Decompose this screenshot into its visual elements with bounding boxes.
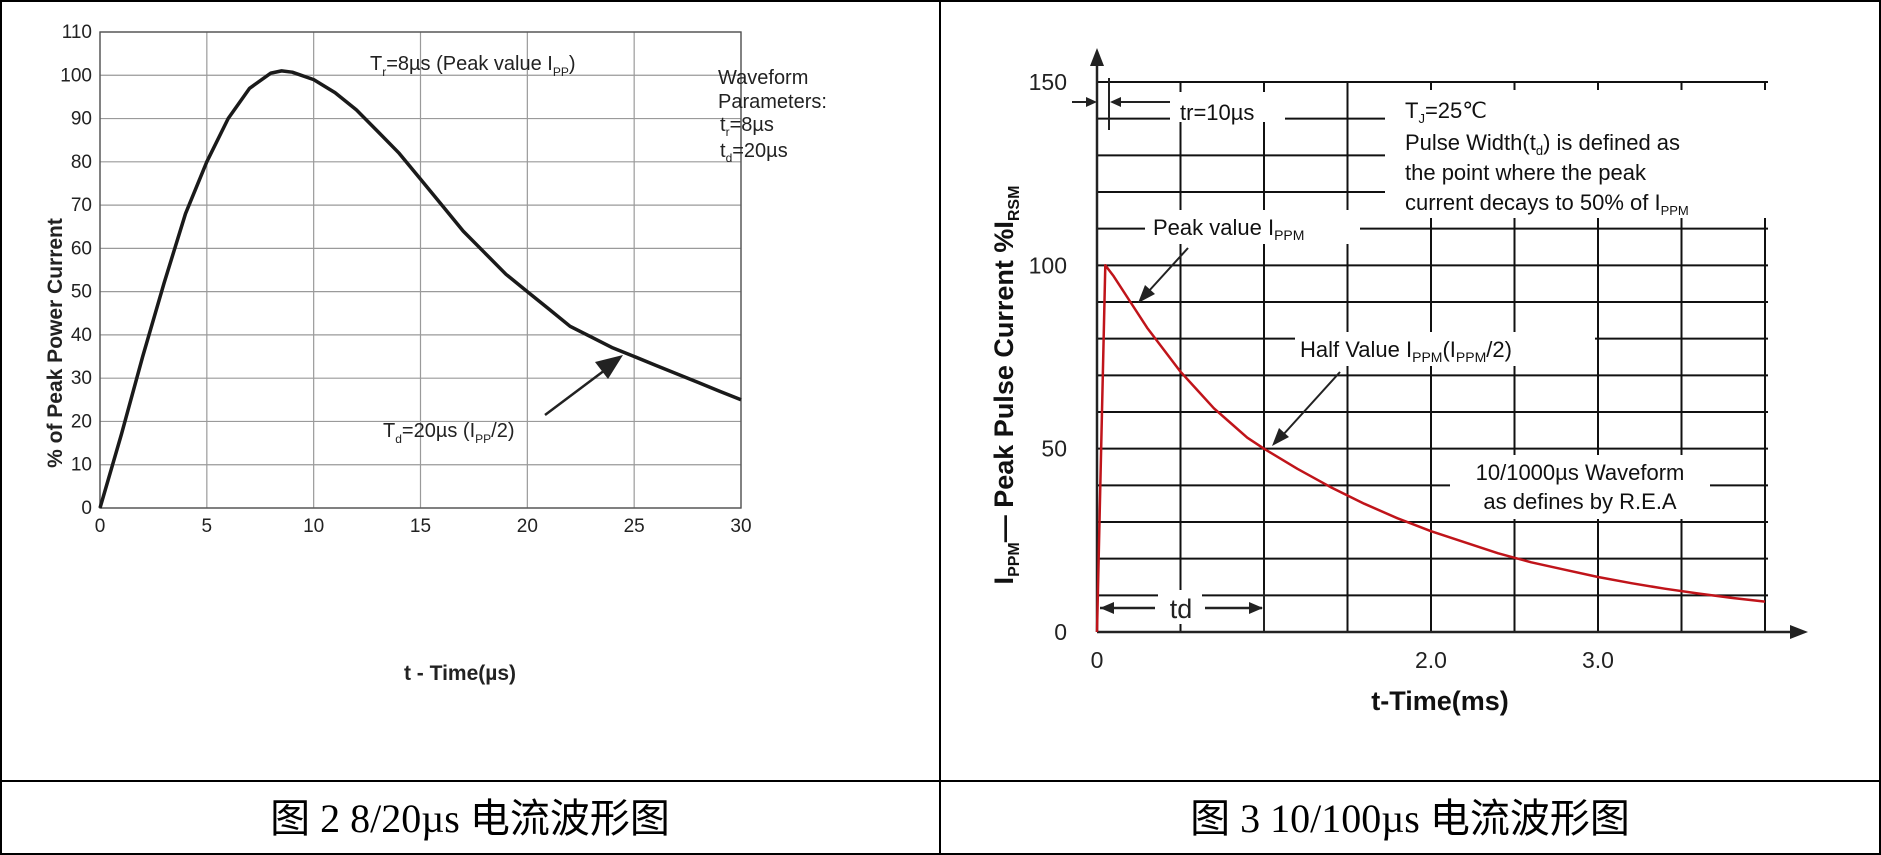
chart2-x-tick-label: 0	[1091, 647, 1104, 673]
chart2-pw-line3: current decays to 50% of IPPM	[1405, 190, 1689, 218]
chart1-y-tick-label: 20	[71, 411, 92, 432]
chart1-params-title-1: Waveform	[718, 67, 808, 89]
chart1-x-tick-label: 5	[202, 516, 213, 537]
chart2-y-axis-label: IPPM— Peak Pulse Current %IRSM	[989, 186, 1023, 585]
chart2-half-bg	[1295, 332, 1595, 366]
chart2-pw-line2: the point where the peak	[1405, 160, 1647, 185]
caption-figure-3: 图 3 10/100µs 电流波形图	[1190, 796, 1630, 841]
chart2-wave-line2: as defines by R.E.A	[1483, 489, 1677, 514]
caption-figure-2: 图 2 8/20µs 电流波形图	[270, 796, 670, 841]
chart2-tj-annotation: TJ=25℃	[1405, 98, 1487, 126]
chart1-x-tick-label: 25	[624, 516, 645, 537]
chart2-half-arrow	[1272, 371, 1341, 446]
chart2-td-marker	[1100, 590, 1265, 632]
chart2-y-tick-label: 100	[1029, 252, 1067, 278]
chart1-y-tick-label: 80	[71, 152, 92, 173]
chart2-peak-annotation: Peak value IPPM	[1153, 215, 1304, 243]
chart1-y-tick-label: 70	[71, 195, 92, 216]
chart1-params-title-2: Parameters:	[718, 91, 827, 113]
chart-8-20us: 0 10 20 30 40 50 60 70 80 90 100 110 0 5 10 15 20 25 30 t …	[44, 22, 827, 685]
chart2-x-tick-label: 2.0	[1415, 647, 1447, 673]
chart1-y-tick-label: 50	[71, 282, 92, 303]
chart1-y-tick-label: 90	[71, 109, 92, 130]
chart1-y-tick-label: 40	[71, 325, 92, 346]
chart2-peak-arrow	[1138, 247, 1189, 303]
chart2-wave-line1: 10/1000µs Waveform	[1476, 460, 1685, 485]
chart1-y-tick-label: 30	[71, 368, 92, 389]
chart1-x-tick-label: 0	[95, 516, 106, 537]
chart-10-1000us: 0 50 100 150 0 2.0 3.0 t-Time(ms) IPPM— Peak P…	[989, 48, 1808, 716]
chart1-peak-annotation: Tr=8µs (Peak value IPP)	[370, 53, 576, 79]
chart2-peak-bg	[1145, 210, 1360, 244]
chart1-y-axis-label: % of Peak Power Current	[44, 218, 67, 468]
chart1-grid	[99, 31, 742, 509]
chart2-td-label: td	[1170, 594, 1193, 624]
chart2-pw-line1: Pulse Width(td) is defined as	[1405, 130, 1680, 158]
chart1-x-tick-label: 15	[410, 516, 431, 537]
chart1-series-line	[98, 69, 742, 509]
chart1-x-axis-label: t - Time(µs)	[404, 662, 516, 685]
chart1-param-td: td=20µs	[720, 140, 788, 165]
chart2-tr-bg	[1170, 92, 1285, 122]
chart1-x-tick-label: 30	[730, 516, 751, 537]
chart2-note-bg	[1385, 90, 1770, 218]
chart2-y-tick-label: 0	[1054, 619, 1067, 645]
chart2-half-annotation: Half Value IPPM(IPPM/2)	[1300, 337, 1512, 365]
chart1-y-tick-label: 60	[71, 238, 92, 259]
chart1-tick-labels: 0 10 20 30 40 50 60 70 80 90 100 110 0 5 10 15 20 25 30	[60, 22, 751, 537]
chart2-tr-marker	[1072, 78, 1170, 130]
chart1-param-tr: tr=8µs	[720, 114, 774, 139]
chart2-axes	[1090, 48, 1808, 639]
chart1-plot-border	[99, 31, 742, 509]
chart1-y-tick-label: 100	[60, 65, 92, 86]
chart1-half-arrow	[544, 355, 623, 416]
chart1-y-tick-label: 110	[62, 22, 92, 43]
chart2-x-tick-label: 3.0	[1582, 647, 1614, 673]
chart1-x-tick-label: 20	[517, 516, 538, 537]
chart1-y-tick-label: 0	[81, 498, 92, 519]
chart2-y-tick-label: 50	[1041, 436, 1067, 462]
chart2-x-axis-label: t-Time(ms)	[1371, 686, 1509, 716]
chart2-wave-bg	[1450, 455, 1710, 519]
chart2-y-tick-label: 150	[1029, 69, 1067, 95]
chart2-series-line	[1095, 264, 1766, 633]
chart1-y-tick-label: 10	[71, 455, 92, 476]
chart2-td-bg	[1158, 590, 1202, 624]
chart1-x-tick-label: 10	[303, 516, 324, 537]
chart2-tick-labels: 0 50 100 150 0 2.0 3.0	[1029, 69, 1614, 673]
chart1-half-annotation: Td=20µs (IPP/2)	[383, 420, 515, 446]
chart2-tr-annotation: tr=10µs	[1180, 100, 1254, 125]
